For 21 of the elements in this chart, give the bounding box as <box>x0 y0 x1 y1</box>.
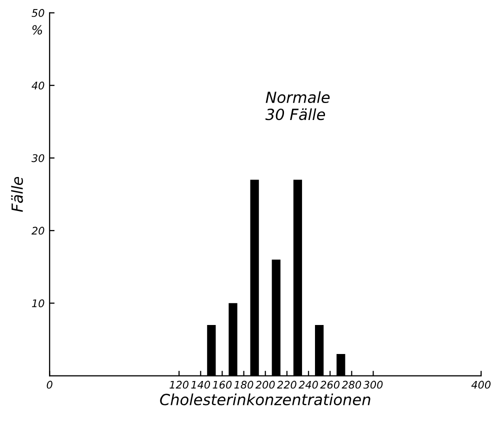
y-axis-title: Fälle <box>11 176 23 212</box>
x-tick-label: 160 <box>212 380 232 389</box>
x-tick-label: 220 <box>277 380 296 389</box>
x-tick-label: 140 <box>191 380 210 389</box>
x-tick-label: 260 <box>320 380 340 389</box>
x-tick-label: 240 <box>298 380 318 389</box>
x-tick-label: 120 <box>170 380 188 389</box>
x-tick-label: 180 <box>234 380 254 389</box>
x-tick-label: 200 <box>255 380 275 389</box>
x-tick-label: 280 <box>342 380 362 389</box>
annotation: Normale 30 Fälle <box>265 91 330 120</box>
text: % <box>32 25 42 35</box>
y-tick-label: 10 <box>32 299 44 308</box>
x-tick-label: 0 <box>46 380 52 389</box>
y-tick-label: 40 <box>32 82 44 90</box>
x-tick-label: 300 <box>363 380 383 389</box>
y-tick-label: 30 <box>32 154 44 162</box>
y-tick-label: 20 <box>32 226 44 235</box>
y-tick-label: 50 <box>32 9 44 17</box>
x-tick-label: 400 <box>471 380 491 389</box>
x-axis-title: Cholesterinkonzentrationen <box>160 393 370 406</box>
